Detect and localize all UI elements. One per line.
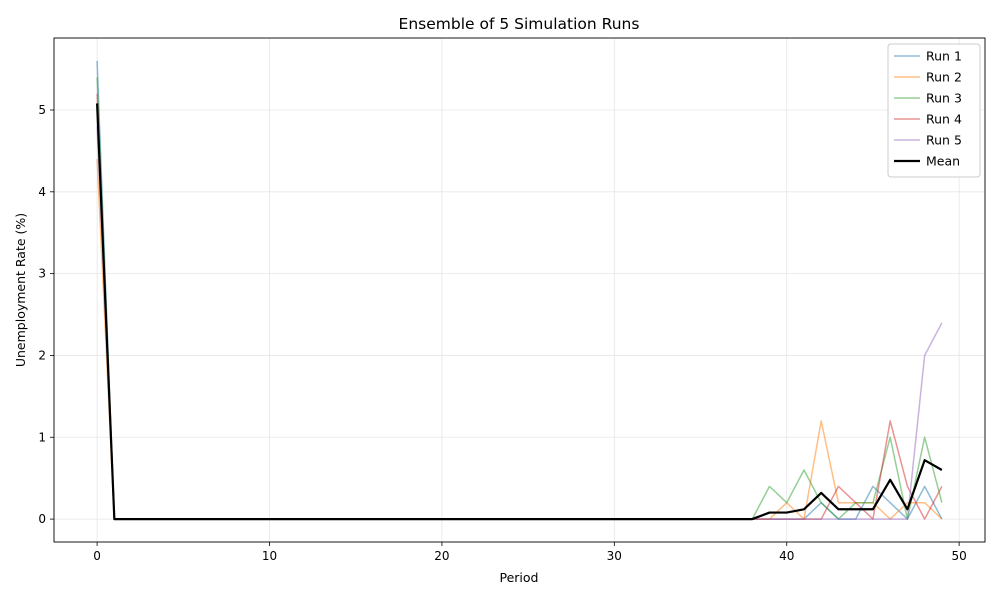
series-line-mean [96, 103, 943, 521]
y-tick-label: 1 [38, 430, 46, 444]
y-tick-label: 2 [38, 348, 46, 362]
legend-label: Run 3 [926, 91, 962, 106]
legend: Run 1 Run 2 Run 3 Run 4 Run 5 Mean [887, 43, 981, 178]
chart-title: Ensemble of 5 Simulation Runs [399, 15, 640, 33]
y-tick-label: 5 [38, 103, 46, 117]
tick-layer: 0 10 20 30 40 50 0 1 2 3 4 5 [38, 103, 966, 563]
x-tick-label: 30 [607, 549, 622, 563]
x-axis-label: Period [500, 570, 539, 585]
legend-label: Run 4 [926, 112, 962, 127]
x-tick-label: 0 [93, 549, 101, 563]
x-tick-label: 50 [951, 549, 966, 563]
legend-label: Run 2 [926, 70, 962, 85]
y-tick-label: 4 [38, 185, 46, 199]
legend-label: Run 1 [926, 49, 962, 64]
x-tick-label: 10 [262, 549, 277, 563]
x-tick-label: 40 [779, 549, 794, 563]
plot-frame [53, 37, 986, 543]
x-tick-label: 20 [434, 549, 449, 563]
legend-label: Run 5 [926, 133, 962, 148]
y-tick-label: 0 [38, 512, 46, 526]
y-axis-label: Unemployment Rate (%) [13, 213, 28, 367]
y-tick-label: 3 [38, 267, 46, 281]
series-layer [96, 60, 943, 521]
legend-label: Mean [926, 154, 960, 169]
